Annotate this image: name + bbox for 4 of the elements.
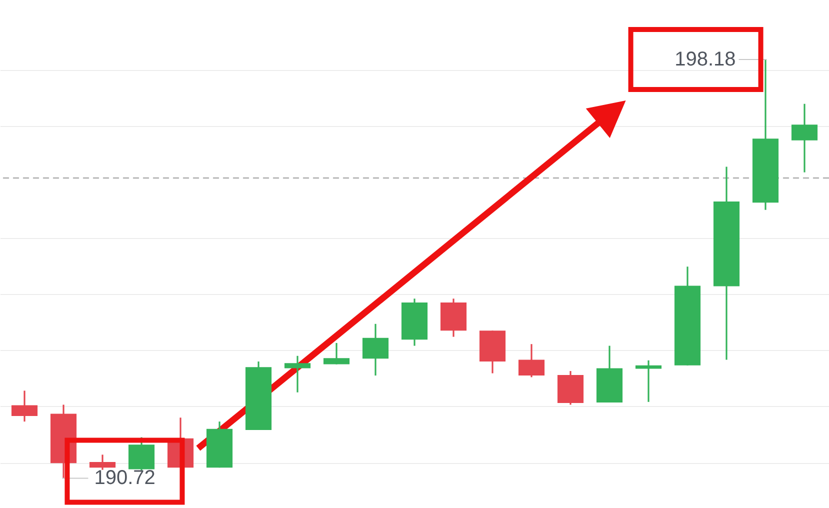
candlestick [284,355,311,394]
candlestick [635,360,662,403]
annotation: 198.18 [674,48,736,70]
annotation: 190.72 [94,467,156,490]
